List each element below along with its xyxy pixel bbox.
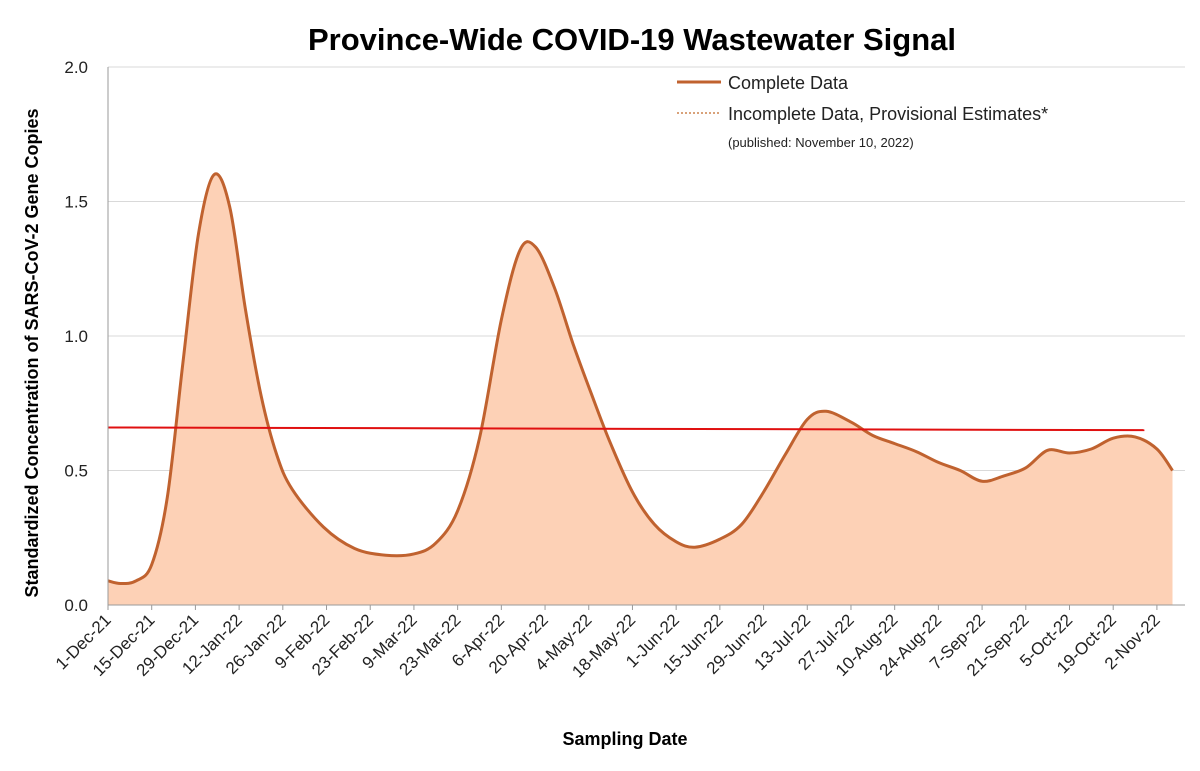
x-axis-title: Sampling Date xyxy=(562,729,687,749)
legend: Complete Data Incomplete Data, Provision… xyxy=(677,73,1048,150)
legend-label-complete: Complete Data xyxy=(728,73,849,93)
reference-line xyxy=(107,426,1145,432)
y-axis-title: Standardized Concentration of SARS-CoV-2… xyxy=(22,108,42,597)
y-tick-label: 1.0 xyxy=(64,327,88,346)
grid-lines xyxy=(108,66,1185,471)
complete-data-line xyxy=(107,172,1174,586)
legend-published-note: (published: November 10, 2022) xyxy=(728,135,914,150)
y-tick-label: 0.5 xyxy=(64,462,88,481)
y-tick-label: 0.0 xyxy=(64,596,88,615)
x-tick-labels: 1-Dec-2115-Dec-2129-Dec-2112-Jan-2226-Ja… xyxy=(52,605,1164,681)
legend-label-incomplete: Incomplete Data, Provisional Estimates* xyxy=(728,104,1048,124)
complete-data-area xyxy=(108,173,1173,605)
y-tick-labels: 0.0 0.5 1.0 1.5 2.0 xyxy=(64,58,88,615)
y-tick-label: 1.5 xyxy=(64,193,88,212)
chart-title: Province-Wide COVID-19 Wastewater Signal xyxy=(308,22,956,57)
y-tick-label: 2.0 xyxy=(64,58,88,77)
